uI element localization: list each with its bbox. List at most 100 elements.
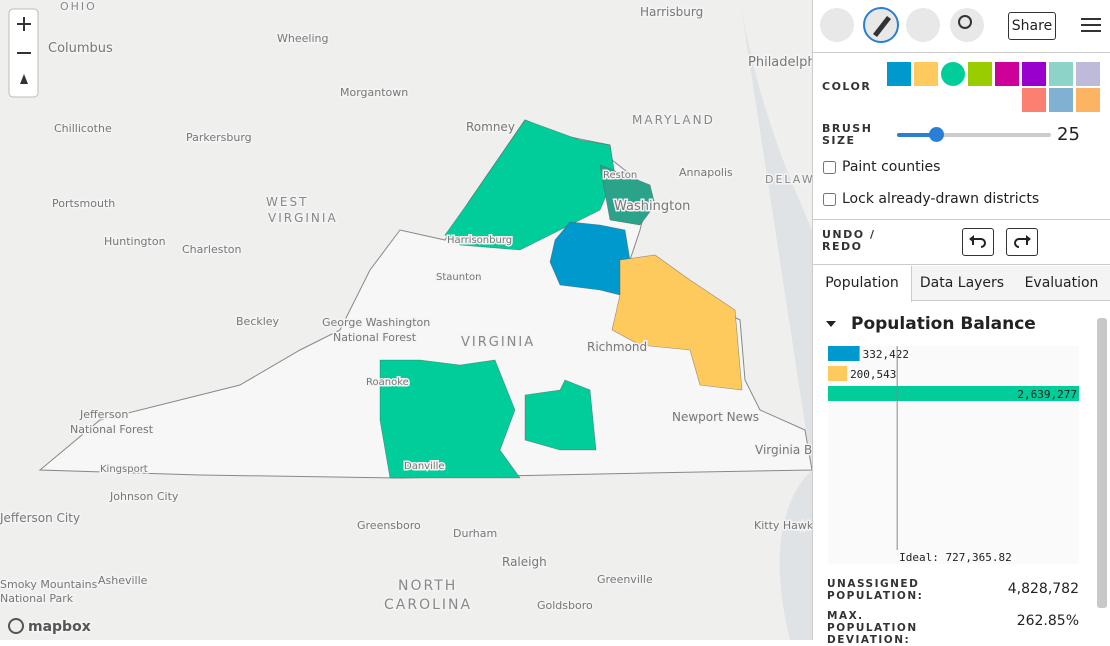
map-label: National Forest: [333, 331, 417, 344]
scrollbar[interactable]: [1097, 318, 1107, 608]
color-swatch[interactable]: [1049, 62, 1073, 86]
undo-label: UNDO / REDO: [822, 228, 876, 253]
bar: [828, 366, 848, 381]
map-label: CAROLINA: [384, 597, 472, 613]
population-chart: 332,422 200,543 2,639,277 Ideal: 727,365.82: [828, 346, 1079, 564]
color-swatch[interactable]: [887, 62, 911, 86]
color-swatch[interactable]: [1076, 88, 1100, 112]
map-label: OHIO: [60, 0, 97, 13]
checkbox[interactable]: [823, 192, 836, 206]
color-swatch[interactable]: [1049, 88, 1073, 112]
stat-label: MAX. POPULATION DEVIATION:: [827, 610, 918, 646]
collapse-icon[interactable]: [823, 315, 843, 335]
checkbox[interactable]: [823, 160, 836, 174]
divider: [813, 264, 1110, 265]
undo-button[interactable]: [962, 228, 994, 256]
map-label: Greensboro: [357, 519, 421, 532]
district: [549, 221, 631, 296]
map-label: Asheville: [98, 574, 148, 587]
brush-icon: [873, 16, 891, 37]
map-label: Reston: [603, 170, 637, 181]
slider-knob[interactable]: [929, 127, 944, 142]
map-label: MARYLAND: [632, 113, 715, 127]
menu[interactable]: [1081, 18, 1101, 32]
option-label: Lock already-drawn districts: [842, 191, 1040, 207]
option-label: Paint counties: [842, 159, 941, 175]
zoom-in[interactable]: [17, 17, 31, 31]
map-label: Kingsport: [100, 464, 148, 475]
eraser-tool[interactable]: [906, 8, 940, 42]
district: [379, 359, 521, 479]
brush-size-label: BRUSH SIZE: [822, 122, 873, 147]
district: [611, 254, 743, 391]
stat-label: UNASSIGNED POPULATION:: [827, 578, 924, 602]
water: [740, 0, 812, 640]
share-button[interactable]: Share: [1008, 12, 1056, 40]
district: [524, 379, 597, 451]
map-label: Danville: [404, 461, 445, 472]
color-swatch[interactable]: [914, 62, 938, 86]
map-label: Chillicothe: [54, 122, 112, 135]
color-label: COLOR: [822, 80, 872, 93]
map-label: Staunton: [436, 272, 481, 283]
map-label: Philadelphia: [748, 55, 812, 70]
map-label: Parkersburg: [186, 131, 252, 144]
divider: [813, 219, 1110, 220]
district: [599, 164, 656, 226]
color-swatch[interactable]: [1022, 88, 1046, 112]
map-label: Columbus: [48, 41, 113, 56]
map-label: Washington: [614, 199, 690, 214]
bar: [828, 386, 1079, 401]
divider: [813, 52, 1110, 53]
bar-label: 332,422: [863, 348, 909, 361]
map-label: Virginia B: [755, 443, 812, 457]
tab[interactable]: Data Layers: [912, 266, 1012, 301]
pan-tool[interactable]: [820, 8, 854, 42]
bar-label: 200,543: [850, 368, 896, 381]
map-label: Durham: [453, 527, 497, 540]
mapbox-logo: [8, 618, 24, 634]
tab[interactable]: Evaluation: [1012, 266, 1110, 301]
color-swatch[interactable]: [995, 62, 1019, 86]
inspect-icon: [958, 15, 972, 29]
map-label: Goldsboro: [537, 599, 593, 612]
stat-value: 262.85%: [1016, 613, 1079, 629]
slider-track: [897, 133, 1051, 137]
map-label: National Park: [0, 592, 74, 605]
brush-size-value: 25: [1057, 124, 1080, 145]
lock-option[interactable]: Lock already-drawn districts: [823, 191, 1039, 207]
bar: [828, 346, 860, 361]
color-swatch[interactable]: [1022, 62, 1046, 86]
map-label: VIRGINIA: [461, 335, 535, 350]
color-swatch[interactable]: [968, 62, 992, 86]
chart-area: [828, 346, 1079, 564]
map-label: VIRGINIA: [268, 211, 338, 225]
compass[interactable]: [20, 74, 28, 84]
map-label: Charleston: [182, 243, 242, 256]
map-label: Harrisburg: [640, 5, 703, 19]
color-swatch[interactable]: [941, 62, 965, 86]
map-label: DELAW: [765, 173, 812, 186]
map-label: Annapolis: [679, 166, 733, 179]
inspect-tool[interactable]: [950, 8, 984, 42]
map[interactable]: Columbus Wheeling Harrisburg Philadelphia MA…: [0, 0, 812, 640]
section-title: Population Balance: [851, 314, 1036, 334]
map-labels: Columbus Wheeling Harrisburg Philadelphia MA…: [0, 0, 812, 615]
paint-counties-option[interactable]: Paint counties: [823, 159, 940, 175]
zoom-controls: [8, 8, 39, 98]
map-label: George Washington: [322, 316, 430, 329]
map-label: NORTH: [398, 578, 457, 594]
bar-label: 2,639,277: [1017, 388, 1077, 401]
map-label: Jefferson: [79, 408, 128, 421]
map-label: Johnson City: [109, 490, 179, 503]
map-label: Roanoke: [366, 377, 409, 388]
redo-button[interactable]: [1006, 228, 1038, 256]
map-label: Wheeling: [277, 32, 328, 45]
color-swatch[interactable]: [1076, 62, 1100, 86]
map-label: Greenville: [597, 573, 653, 586]
side-panel: Share COLOR BRUSH SIZE 25 Paint counties…: [812, 0, 1110, 646]
undo-icon: [969, 235, 986, 248]
tab[interactable]: Population: [813, 266, 912, 302]
map-label: Smoky Mountains: [0, 578, 98, 591]
